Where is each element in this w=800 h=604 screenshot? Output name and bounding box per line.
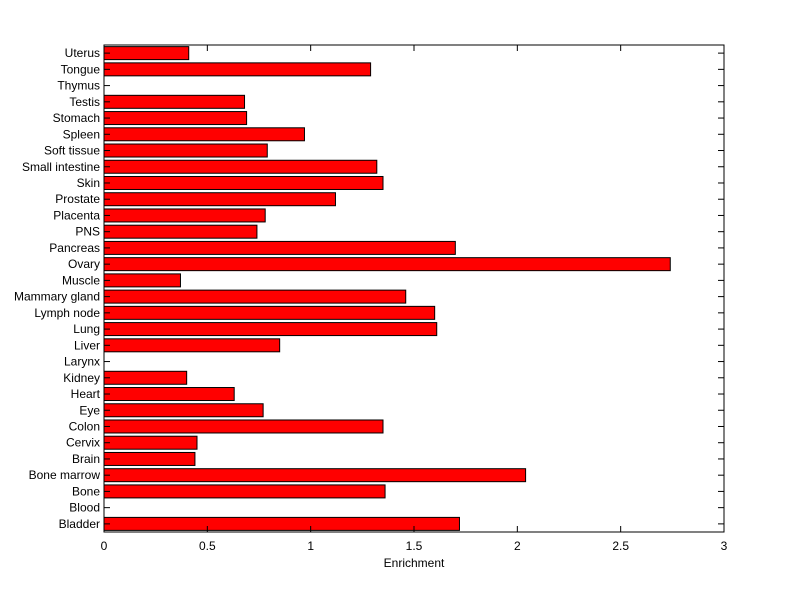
bar-placenta: [103, 208, 266, 223]
bar-spleen: [103, 127, 305, 142]
y-tick-label-ovary: Ovary: [68, 257, 100, 271]
x-tick-label: 1: [307, 539, 314, 553]
bar-kidney: [103, 370, 188, 385]
plot-area: [103, 44, 725, 533]
y-tick-label-prostate: Prostate: [55, 192, 100, 206]
bar-bone-marrow: [103, 468, 527, 483]
y-tick-label-muscle: Muscle: [62, 273, 100, 287]
y-tick-label-kidney: Kidney: [63, 371, 100, 385]
y-tick-label-pancreas: Pancreas: [49, 241, 100, 255]
y-tick-label-cervix: Cervix: [66, 436, 100, 450]
bar-muscle: [103, 273, 181, 288]
bar-eye: [103, 403, 264, 418]
x-tick-label: 2.5: [612, 539, 629, 553]
bar-small-intestine: [103, 159, 378, 174]
y-tick-label-bone: Bone: [72, 484, 100, 498]
y-axis-ticks: Bladder Blood Bone Bone marrow Brain Cervix Co…: [14, 46, 724, 531]
bar-lymph-node: [103, 305, 436, 320]
y-tick-label-placenta: Placenta: [53, 208, 100, 222]
bar-soft-tissue: [103, 143, 268, 158]
y-tick-label-thymus: Thymus: [57, 79, 100, 93]
y-tick-label-blood: Blood: [69, 501, 100, 515]
x-axis-ticks: 0 0.5 1 1.5 2 2.5 3: [101, 45, 728, 553]
y-tick-label-stomach: Stomach: [53, 111, 100, 125]
bar-cervix: [103, 435, 198, 450]
y-tick-label-colon: Colon: [69, 419, 100, 433]
bar-heart: [103, 387, 235, 402]
bar-liver: [103, 338, 281, 353]
y-tick-label-larynx: Larynx: [64, 355, 100, 369]
bar-stomach: [103, 111, 248, 126]
bar-skin: [103, 175, 384, 190]
bar-colon: [103, 419, 384, 434]
y-tick-label-liver: Liver: [74, 338, 100, 352]
y-tick-label-bone-marrow: Bone marrow: [29, 468, 101, 482]
x-tick-label: 0: [101, 539, 108, 553]
y-tick-label-brain: Brain: [72, 452, 100, 466]
bar-tongue: [103, 62, 372, 77]
y-tick-label-testis: Testis: [69, 95, 100, 109]
x-axis-label: Enrichment: [384, 556, 445, 570]
y-tick-label-eye: Eye: [79, 403, 100, 417]
x-tick-label: 0.5: [199, 539, 216, 553]
y-tick-label-skin: Skin: [77, 176, 100, 190]
y-tick-label-spleen: Spleen: [63, 127, 100, 141]
bar-lung: [103, 322, 438, 337]
bar-pns: [103, 224, 258, 239]
bar-brain: [103, 451, 196, 466]
bar-bladder: [103, 516, 460, 531]
bar-prostate: [103, 192, 336, 207]
y-tick-label-tongue: Tongue: [61, 62, 101, 76]
y-tick-label-uterus: Uterus: [65, 46, 100, 60]
y-tick-label-lymph-node: Lymph node: [34, 306, 100, 320]
bars-group: [103, 46, 671, 531]
y-tick-label-pns: PNS: [75, 225, 100, 239]
y-tick-label-small-intestine: Small intestine: [22, 160, 100, 174]
bar-testis: [103, 94, 246, 109]
bar-bone: [103, 484, 386, 499]
x-tick-label: 1.5: [406, 539, 423, 553]
bar-pancreas: [103, 240, 456, 255]
y-tick-label-soft-tissue: Soft tissue: [44, 144, 100, 158]
x-tick-label: 2: [514, 539, 521, 553]
bar-mammary-gland: [103, 289, 407, 304]
y-tick-label-mammary-gland: Mammary gland: [14, 290, 100, 304]
y-tick-label-heart: Heart: [71, 387, 101, 401]
y-tick-label-lung: Lung: [73, 322, 100, 336]
bar-uterus: [103, 46, 190, 61]
y-tick-label-bladder: Bladder: [59, 517, 100, 531]
x-tick-label: 3: [721, 539, 728, 553]
bar-ovary: [103, 257, 671, 272]
